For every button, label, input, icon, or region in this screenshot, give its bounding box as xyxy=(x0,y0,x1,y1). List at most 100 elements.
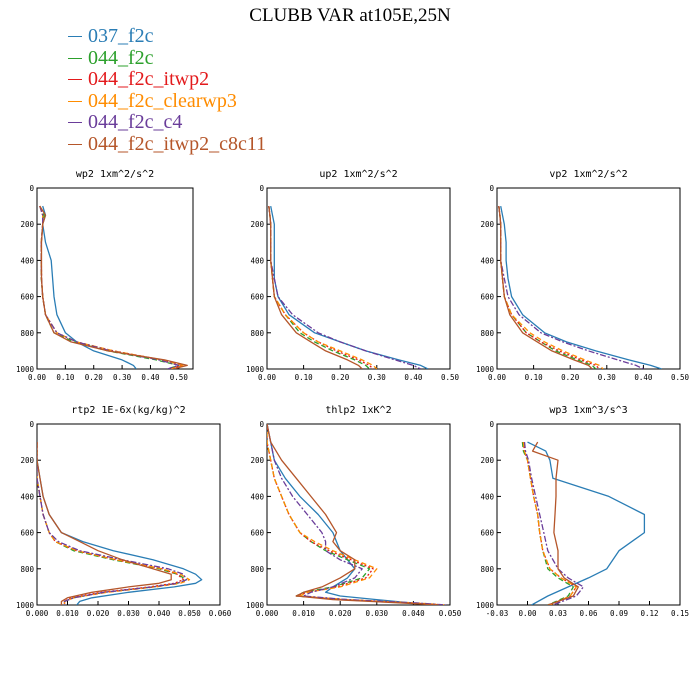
x-tick-label: 0.040 xyxy=(148,609,171,618)
legend-item: 044_f2c_itwp2_c8c11 xyxy=(68,132,267,156)
x-tick-label: 0.20 xyxy=(561,373,580,382)
series-line-044_f2c_itwp2 xyxy=(268,206,374,369)
legend-swatch xyxy=(68,100,82,102)
y-tick-label: 0 xyxy=(259,184,264,193)
y-tick-label: 400 xyxy=(20,256,34,265)
subplot-title: rtp2 1E-6x(kg/kg)^2 xyxy=(71,405,185,416)
y-tick-label: 600 xyxy=(20,293,34,302)
x-tick-label: 0.020 xyxy=(87,609,110,618)
subplot-title: thlp2 1xK^2 xyxy=(325,405,391,416)
plot-frame xyxy=(496,187,681,370)
x-tick-label: 0.040 xyxy=(402,609,425,618)
series-line-044_f2c_itwp2_c8c11 xyxy=(39,205,188,369)
legend-label: 044_f2c_itwp2_c8c11 xyxy=(88,132,267,155)
x-tick-label: 0.30 xyxy=(113,373,132,382)
legend-label: 044_f2c_clearwp3 xyxy=(88,89,237,112)
plot-frame xyxy=(36,187,194,370)
y-tick-label: 0 xyxy=(259,420,264,429)
y-tick-label: 1000 xyxy=(246,601,265,610)
series-line-044_f2c_c4 xyxy=(39,205,180,369)
series-line-044_f2c xyxy=(37,442,188,605)
y-tick-label: 1000 xyxy=(16,365,35,374)
subplot-title: up2 1xm^2/s^2 xyxy=(319,169,397,180)
y-tick-label: 200 xyxy=(20,456,34,465)
legend: 037_f2c 044_f2c 044_f2c_itwp2 044_f2c_clear… xyxy=(68,25,267,156)
x-tick-label: 0.50 xyxy=(441,373,460,382)
legend-swatch xyxy=(68,36,82,38)
y-tick-label: 800 xyxy=(480,329,494,338)
legend-item: 044_f2c_c4 xyxy=(68,111,266,134)
x-tick-label: 0.010 xyxy=(292,609,315,618)
y-tick-label: 400 xyxy=(480,492,494,501)
legend-item: 044_f2c_clearwp3 xyxy=(68,89,266,113)
x-tick-label: 0.00 xyxy=(258,373,277,382)
y-tick-label: 600 xyxy=(250,529,264,538)
series-line-044_f2c_clearwp3 xyxy=(267,424,447,605)
legend-label: 044_f2c_itwp2 xyxy=(88,68,210,91)
y-tick-label: 200 xyxy=(480,456,494,465)
series-line-044_f2c_itwp2_c8c11 xyxy=(268,206,363,369)
series-line-044_f2c_clearwp3 xyxy=(522,442,577,605)
x-tick-label: 0.050 xyxy=(439,609,462,618)
main-title: CLUBB VAR at105E,25N xyxy=(249,5,451,26)
series-line-044_f2c_itwp2_c8c11 xyxy=(498,206,593,369)
x-tick-label: 0.50 xyxy=(671,373,690,382)
y-tick-label: 800 xyxy=(250,329,264,338)
legend-item: 044_f2c xyxy=(68,47,266,70)
plot-frame xyxy=(266,423,451,606)
subplot-4: rtp2 1E-6x(kg/kg)^2 0 200 400 600 800 10000.00… xyxy=(16,405,232,618)
series-line-044_f2c_itwp2 xyxy=(39,205,183,369)
x-tick-label: 0.050 xyxy=(178,609,201,618)
x-tick-label: 0.20 xyxy=(331,373,350,382)
x-tick-label: 0.030 xyxy=(117,609,140,618)
x-tick-label: 0.40 xyxy=(404,373,423,382)
y-tick-label: 400 xyxy=(20,492,34,501)
y-tick-label: 800 xyxy=(20,329,34,338)
y-tick-label: 800 xyxy=(480,565,494,574)
y-tick-label: 1000 xyxy=(16,601,35,610)
y-tick-label: 200 xyxy=(250,220,264,229)
subplot-6: wp3 1xm^3/s^3 0 200 400 600 800 1000-0.03 0.00 0… xyxy=(476,405,689,618)
y-tick-label: 0 xyxy=(29,184,34,193)
series-line-044_f2c_clearwp3 xyxy=(39,205,186,369)
x-tick-label: 0.12 xyxy=(640,609,658,618)
y-tick-label: 400 xyxy=(480,256,494,265)
x-tick-label: 0.10 xyxy=(525,373,544,382)
series-line-044_f2c_itwp2 xyxy=(498,206,600,369)
y-tick-label: 200 xyxy=(480,220,494,229)
series-line-044_f2c xyxy=(268,206,370,369)
x-tick-label: 0.10 xyxy=(295,373,314,382)
legend-swatch xyxy=(68,143,82,145)
y-tick-label: 200 xyxy=(250,456,264,465)
y-tick-label: 600 xyxy=(20,529,34,538)
x-tick-label: 0.50 xyxy=(170,373,189,382)
y-tick-label: 800 xyxy=(250,565,264,574)
x-tick-label: 0.030 xyxy=(366,609,389,618)
x-tick-label: 0.00 xyxy=(518,609,537,618)
legend-item: 044_f2c_itwp2 xyxy=(68,68,266,91)
x-tick-label: 0.00 xyxy=(488,373,507,382)
y-tick-label: 400 xyxy=(250,492,264,501)
series-line-044_f2c_c4 xyxy=(498,206,644,369)
x-tick-label: 0.10 xyxy=(56,373,75,382)
legend-label: 037_f2c xyxy=(88,25,154,48)
legend-item: 037_f2c xyxy=(68,25,266,48)
series-line-044_f2c_itwp2_c8c11 xyxy=(531,441,579,605)
subplot-title: wp3 1xm^3/s^3 xyxy=(549,405,627,416)
x-tick-label: 0.30 xyxy=(368,373,387,382)
series-line-044_f2c_c4 xyxy=(268,206,421,369)
legend-swatch xyxy=(68,122,82,124)
x-tick-label: 0.15 xyxy=(671,609,689,618)
x-tick-label: 0.40 xyxy=(141,373,160,382)
y-tick-label: 1000 xyxy=(246,365,265,374)
x-tick-label: -0.03 xyxy=(486,609,509,618)
y-tick-label: 1000 xyxy=(476,601,495,610)
series-line-044_f2c_itwp2_c8c11 xyxy=(37,442,172,605)
x-tick-label: 0.020 xyxy=(329,609,352,618)
series-line-044_f2c_c4 xyxy=(267,424,447,605)
series-line-037_f2c xyxy=(37,442,203,605)
